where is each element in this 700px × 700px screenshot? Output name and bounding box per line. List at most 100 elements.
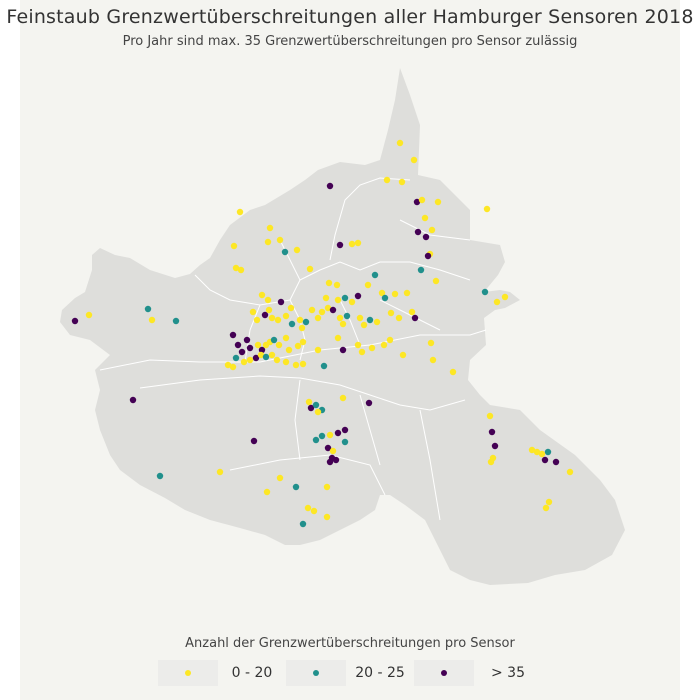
sensor-point-high — [258, 346, 266, 354]
sensor-point-low — [418, 196, 426, 204]
sensor-point-low — [483, 205, 491, 213]
sensor-point-low — [268, 314, 276, 322]
sensor-point-low — [408, 308, 416, 316]
sensor-point-low — [263, 488, 271, 496]
sensor-point-high — [329, 306, 337, 314]
sensor-point-high — [261, 311, 269, 319]
sensor-point-low — [364, 281, 372, 289]
sensor-point-low — [216, 468, 224, 476]
sensor-point-mid — [270, 336, 278, 344]
sensor-point-low — [434, 198, 442, 206]
legend-item-mid: 20 - 25 — [286, 660, 414, 686]
sensor-point-low — [326, 431, 334, 439]
sensor-points — [71, 139, 574, 528]
sensor-point-high — [129, 396, 137, 404]
sensor-point-high — [332, 456, 340, 464]
sensor-point-low — [287, 304, 295, 312]
sensor-point-low — [282, 358, 290, 366]
sensor-point-mid — [312, 401, 320, 409]
sensor-point-low — [237, 266, 245, 274]
sensor-point-low — [322, 294, 330, 302]
sensor-point-low — [85, 311, 93, 319]
sensor-point-low — [254, 341, 262, 349]
sensor-point-mid — [156, 472, 164, 480]
sensor-point-high — [413, 198, 421, 206]
sensor-point-mid — [341, 294, 349, 302]
legend-key-high — [414, 660, 474, 686]
sensor-point-low — [501, 293, 509, 301]
sensor-point-low — [487, 458, 495, 466]
sensor-point-low — [378, 289, 386, 297]
sensor-point-low — [356, 314, 364, 322]
sensor-point-low — [449, 368, 457, 376]
sensor-point-high — [491, 442, 499, 450]
sensor-point-low — [427, 339, 435, 347]
sensor-point-low — [396, 139, 404, 147]
legend-dot-low — [185, 670, 191, 676]
sensor-point-low — [545, 498, 553, 506]
legend-key-mid — [286, 660, 346, 686]
sensor-point-low — [395, 314, 403, 322]
sensor-point-mid — [341, 438, 349, 446]
sensor-point-high — [339, 346, 347, 354]
sensor-point-high — [246, 344, 254, 352]
sensor-point-high — [71, 317, 79, 325]
legend-label-low: 0 - 20 — [231, 665, 273, 681]
sensor-point-low — [373, 318, 381, 326]
sensor-point-low — [486, 412, 494, 420]
sensor-point-low — [304, 504, 312, 512]
sensor-point-mid — [544, 448, 552, 456]
sensor-point-low — [276, 474, 284, 482]
legend-dot-mid — [313, 670, 319, 676]
sensor-point-low — [274, 316, 282, 324]
sensor-point-high — [252, 354, 260, 362]
sensor-point-high — [277, 298, 285, 306]
sensor-point-low — [339, 320, 347, 328]
sensor-point-high — [354, 292, 362, 300]
sensor-point-low — [282, 312, 290, 320]
sensor-point-mid — [381, 294, 389, 302]
sensor-point-high — [411, 314, 419, 322]
sensor-point-low — [323, 483, 331, 491]
sensor-point-high — [541, 456, 549, 464]
sensor-point-low — [432, 277, 440, 285]
sensor-point-low — [410, 156, 418, 164]
sensor-point-mid — [366, 316, 374, 324]
sensor-point-low — [387, 309, 395, 317]
sensor-point-low — [230, 242, 238, 250]
sensor-point-mid — [281, 248, 289, 256]
sensor-point-mid — [343, 312, 351, 320]
sensor-point-low — [299, 338, 307, 346]
sensor-point-low — [348, 240, 356, 248]
sensor-point-high — [422, 233, 430, 241]
sensor-point-low — [257, 351, 265, 359]
sensor-point-mid — [232, 354, 240, 362]
sensor-point-low — [323, 513, 331, 521]
sensor-point-low — [306, 265, 314, 273]
sensor-point-low — [333, 281, 341, 289]
sensor-point-low — [305, 398, 313, 406]
sensor-point-mid — [417, 266, 425, 274]
sensor-point-high — [326, 182, 334, 190]
sensor-point-low — [348, 298, 356, 306]
map-subtitle: Pro Jahr sind max. 35 Grenzwertüberschre… — [122, 34, 578, 49]
sensor-point-high — [238, 348, 246, 356]
sensor-point-low — [354, 341, 362, 349]
sensor-point-high — [229, 331, 237, 339]
sensor-point-low — [294, 342, 302, 350]
sensor-point-low — [299, 360, 307, 368]
sensor-point-low — [325, 279, 333, 287]
map-title: Feinstaub Grenzwertüberschreitungen alle… — [6, 6, 694, 28]
sensor-point-low — [236, 208, 244, 216]
sensor-point-high — [552, 458, 560, 466]
sensor-point-high — [243, 336, 251, 344]
sensor-point-low — [428, 226, 436, 234]
sensor-point-high — [341, 426, 349, 434]
sensor-point-low — [314, 408, 322, 416]
sensor-point-mid — [172, 317, 180, 325]
sensor-point-high — [424, 252, 432, 260]
sensor-point-low — [314, 346, 322, 354]
sensor-point-low — [354, 239, 362, 247]
sensor-point-mid — [299, 520, 307, 528]
